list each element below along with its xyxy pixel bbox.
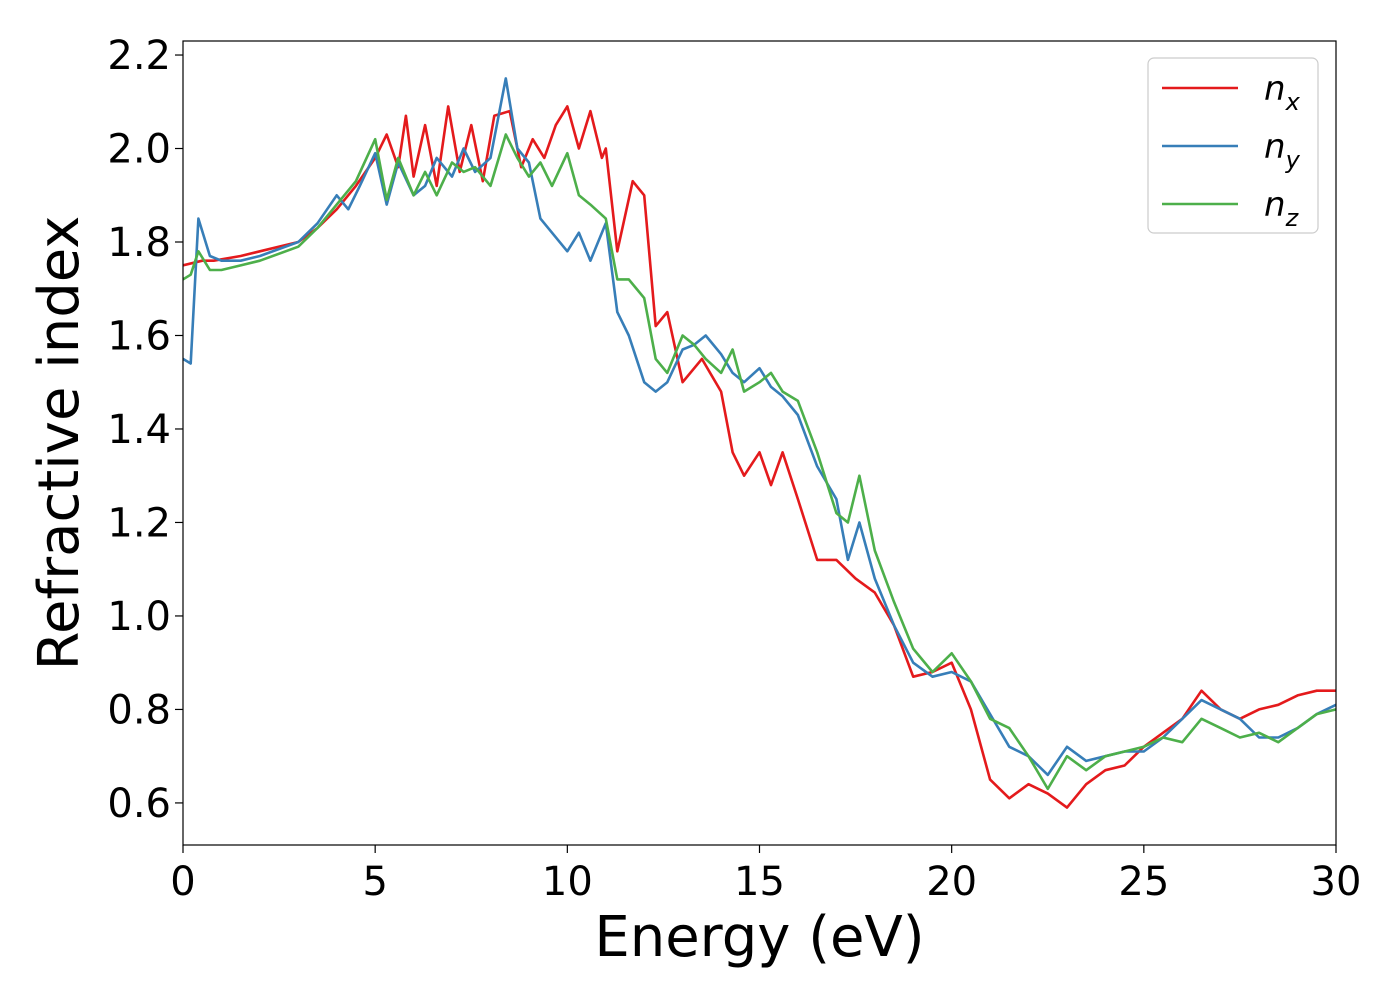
series-line-nx <box>183 105 1336 809</box>
legend-label-nx: nx <box>1264 69 1301 116</box>
legend-label-subscript: z <box>1285 204 1300 232</box>
legend-label-base: n <box>1264 185 1286 225</box>
y-tick-label: 2.0 <box>107 127 171 173</box>
legend-label-base: n <box>1264 127 1286 167</box>
y-tick-label: 0.6 <box>107 781 171 827</box>
series-layer <box>183 77 1336 809</box>
legend-label-ny: ny <box>1264 127 1301 174</box>
legend-label-subscript: y <box>1285 146 1301 174</box>
y-tick-label: 1.4 <box>107 407 171 453</box>
legend-label-base: n <box>1264 69 1286 109</box>
x-tick-label: 20 <box>926 859 977 905</box>
y-tick-label: 1.2 <box>107 500 171 546</box>
x-tick-label: 10 <box>542 859 593 905</box>
y-axis-title: Refractive index <box>27 216 92 671</box>
x-tick-label: 30 <box>1311 859 1362 905</box>
y-tick-label: 1.6 <box>107 313 171 359</box>
x-tick-label: 15 <box>734 859 785 905</box>
x-tick-label: 0 <box>170 859 195 905</box>
y-tick-label: 0.8 <box>107 687 171 733</box>
x-axis-title: Energy (eV) <box>594 905 924 970</box>
x-axis: 0 5 10 15 20 25 30 <box>170 845 1361 905</box>
series-line-nz <box>183 133 1336 791</box>
legend-label-nz: nz <box>1264 185 1300 232</box>
legend-label-subscript: x <box>1285 88 1301 116</box>
y-tick-label: 1.8 <box>107 220 171 266</box>
x-tick-label: 25 <box>1118 859 1169 905</box>
y-tick-label: 2.2 <box>107 33 171 79</box>
y-axis: 0.6 0.8 1.0 1.2 1.4 1.6 1.8 2.0 2.2 <box>107 33 183 827</box>
y-tick-label: 1.0 <box>107 594 171 640</box>
x-tick-label: 5 <box>362 859 387 905</box>
